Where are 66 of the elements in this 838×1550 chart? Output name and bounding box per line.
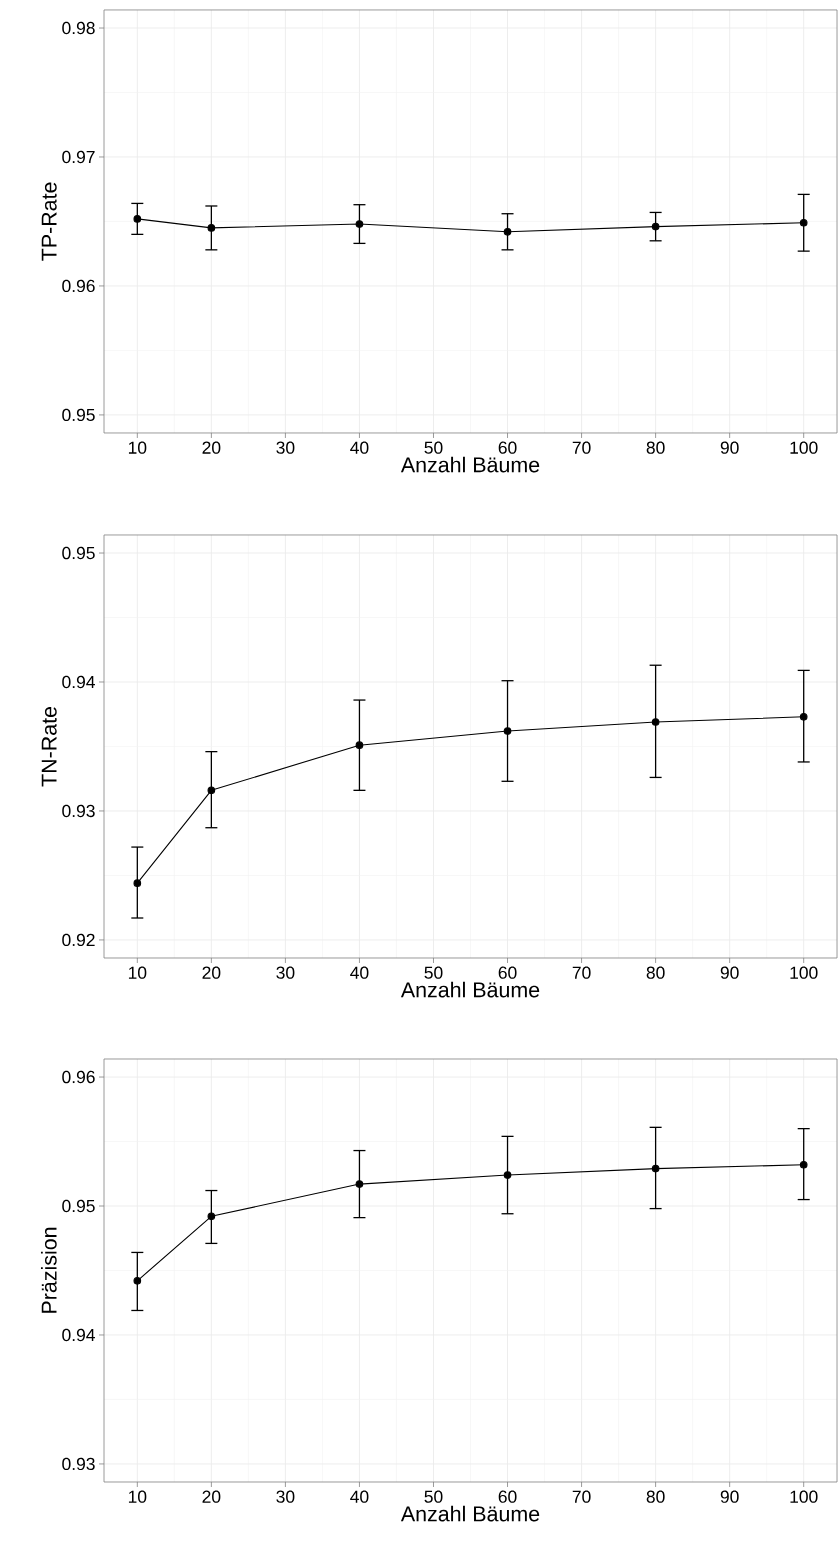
y-tick-label: 0.95 xyxy=(62,408,95,422)
x-tick-label: 70 xyxy=(572,966,591,979)
point xyxy=(503,727,512,735)
point xyxy=(503,227,512,236)
point xyxy=(133,1276,142,1285)
x-axis-title: Anzahl Bäume xyxy=(400,456,540,473)
y-axis-title: TN-Rate xyxy=(41,706,57,787)
x-tick-label: 10 xyxy=(128,966,147,979)
x-axis-title: Anzahl Bäume xyxy=(400,1505,540,1522)
point xyxy=(355,220,364,228)
y-tick-label: 0.98 xyxy=(62,21,95,35)
x-tick-label: 60 xyxy=(498,1490,517,1503)
point xyxy=(133,879,142,888)
x-tick-label: 70 xyxy=(572,441,591,454)
y-tick-label: 0.94 xyxy=(62,1328,95,1342)
point xyxy=(133,215,142,223)
x-tick-label: 60 xyxy=(498,966,517,979)
point xyxy=(355,741,364,750)
x-tick-label: 10 xyxy=(128,1490,147,1503)
x-tick-label: 50 xyxy=(424,441,443,454)
point xyxy=(355,1180,364,1188)
y-tick-label: 0.93 xyxy=(62,1457,95,1471)
x-tick-label: 20 xyxy=(202,441,221,454)
x-tick-label: 90 xyxy=(720,441,739,454)
y-tick-label: 0.97 xyxy=(62,150,95,164)
x-tick-label: 50 xyxy=(424,966,443,979)
point xyxy=(651,222,660,231)
x-tick-label: 30 xyxy=(276,966,295,979)
y-tick-label: 0.94 xyxy=(62,675,95,689)
y-tick-label: 0.96 xyxy=(62,1070,95,1084)
x-tick-label: 50 xyxy=(424,1490,443,1503)
point xyxy=(799,712,808,721)
y-tick-label: 0.95 xyxy=(62,1199,95,1213)
y-axis-title: TP-Rate xyxy=(41,182,57,261)
point xyxy=(799,1160,808,1169)
x-tick-label: 90 xyxy=(720,1490,739,1503)
x-tick-label: 40 xyxy=(350,966,369,979)
x-tick-label: 80 xyxy=(646,1490,665,1503)
x-tick-label: 20 xyxy=(202,966,221,979)
point xyxy=(503,1171,512,1179)
point xyxy=(651,718,660,726)
x-tick-label: 100 xyxy=(790,966,818,979)
point xyxy=(799,218,808,227)
x-tick-label: 30 xyxy=(276,1490,295,1503)
x-tick-label: 20 xyxy=(202,1490,221,1503)
x-tick-label: 100 xyxy=(790,1490,818,1503)
y-axis-title: Präzision xyxy=(40,1227,57,1313)
x-tick-label: 30 xyxy=(276,441,295,454)
point xyxy=(207,224,216,232)
x-tick-label: 40 xyxy=(350,441,369,454)
y-tick-label: 0.96 xyxy=(62,279,95,293)
point xyxy=(651,1164,660,1173)
point xyxy=(207,786,216,795)
x-axis-title: Anzahl Bäume xyxy=(400,981,540,998)
y-tick-label: 0.93 xyxy=(62,804,95,818)
x-tick-label: 40 xyxy=(350,1490,369,1503)
x-tick-label: 80 xyxy=(646,966,665,979)
x-tick-label: 80 xyxy=(646,441,665,454)
x-tick-label: 70 xyxy=(572,1490,591,1503)
point xyxy=(207,1212,216,1221)
x-tick-label: 90 xyxy=(720,966,739,979)
x-tick-label: 60 xyxy=(498,441,517,454)
y-tick-label: 0.95 xyxy=(62,546,95,560)
x-tick-label: 100 xyxy=(790,441,818,454)
y-tick-label: 0.92 xyxy=(62,933,95,947)
x-tick-label: 10 xyxy=(128,441,147,454)
